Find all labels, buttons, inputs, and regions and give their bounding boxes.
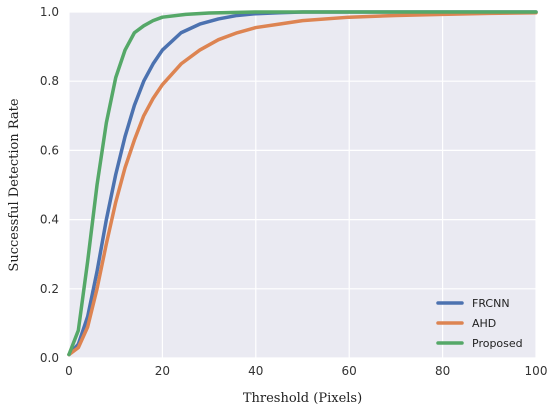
legend-label-ahd: AHD bbox=[472, 317, 496, 330]
y-tick-label: 0.8 bbox=[40, 74, 59, 88]
x-tick-label: 80 bbox=[435, 364, 450, 378]
x-tick-label: 60 bbox=[342, 364, 357, 378]
y-tick-label: 0.4 bbox=[40, 213, 59, 227]
x-tick-label: 0 bbox=[65, 364, 73, 378]
y-tick-label: 1.0 bbox=[40, 5, 59, 19]
x-axis-label: Threshold (Pixels) bbox=[243, 391, 362, 406]
x-tick-label: 40 bbox=[248, 364, 263, 378]
y-tick-label: 0.6 bbox=[40, 143, 59, 157]
series-line-ahd bbox=[67, 10, 538, 357]
series-line-proposed bbox=[67, 10, 538, 357]
legend-label-proposed: Proposed bbox=[472, 337, 523, 350]
series-lines bbox=[67, 10, 538, 357]
legend-label-frcnn: FRCNN bbox=[472, 297, 510, 310]
y-axis-label: Successful Detection Rate bbox=[7, 98, 22, 271]
y-tick-label: 0.2 bbox=[40, 282, 59, 296]
grid-lines bbox=[68, 11, 537, 359]
legend: FRCNN AHD Proposed bbox=[436, 297, 523, 350]
x-tick-label: 20 bbox=[155, 364, 170, 378]
plot-background bbox=[69, 12, 536, 358]
tick-labels: 0 20 40 60 80 100 0.0 0.2 0.4 0.6 0.8 1.0 bbox=[40, 5, 548, 378]
x-tick-label: 100 bbox=[525, 364, 548, 378]
y-tick-label: 0.0 bbox=[40, 351, 59, 365]
